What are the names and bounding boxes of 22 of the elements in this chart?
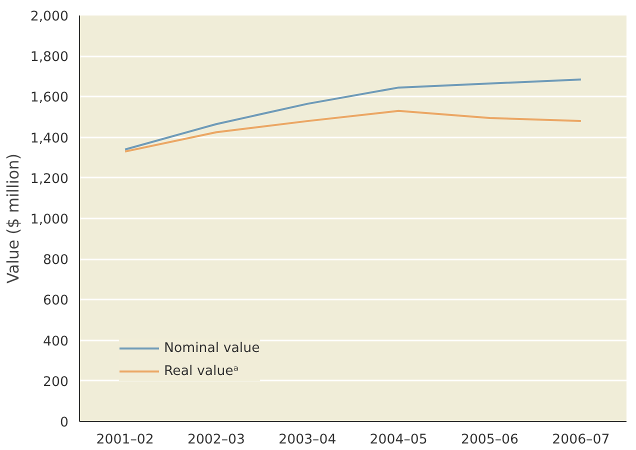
y-tick-label: 200 [43, 374, 69, 390]
y-tick-label: 1,600 [30, 90, 68, 106]
y-tick-label: 400 [43, 334, 69, 350]
y-tick-label: 1,000 [30, 212, 68, 228]
x-tick-label: 2005–06 [460, 432, 519, 448]
x-tick-label: 2006–07 [552, 432, 610, 448]
legend-label: Nominal value [164, 340, 260, 356]
y-tick-label: 1,800 [30, 50, 68, 66]
legend-label: Real valueᵃ [164, 364, 239, 378]
y-tick-label: 1,200 [30, 172, 68, 187]
y-tick-label: 0 [60, 416, 69, 430]
y-tick-label: 800 [43, 253, 69, 268]
x-tick-label: 2001–02 [96, 432, 154, 448]
y-axis-title: Value ($ million) [3, 153, 22, 284]
y-tick-label: 2,000 [30, 10, 68, 24]
x-tick-label: 2003–04 [278, 432, 336, 448]
x-tick-label: 2004–05 [370, 432, 428, 448]
y-tick-label: 600 [43, 294, 69, 309]
y-tick-label: 1,400 [30, 131, 68, 146]
line-series [124, 78, 582, 150]
line-series [124, 110, 582, 153]
x-tick-label: 2002–03 [187, 432, 246, 448]
